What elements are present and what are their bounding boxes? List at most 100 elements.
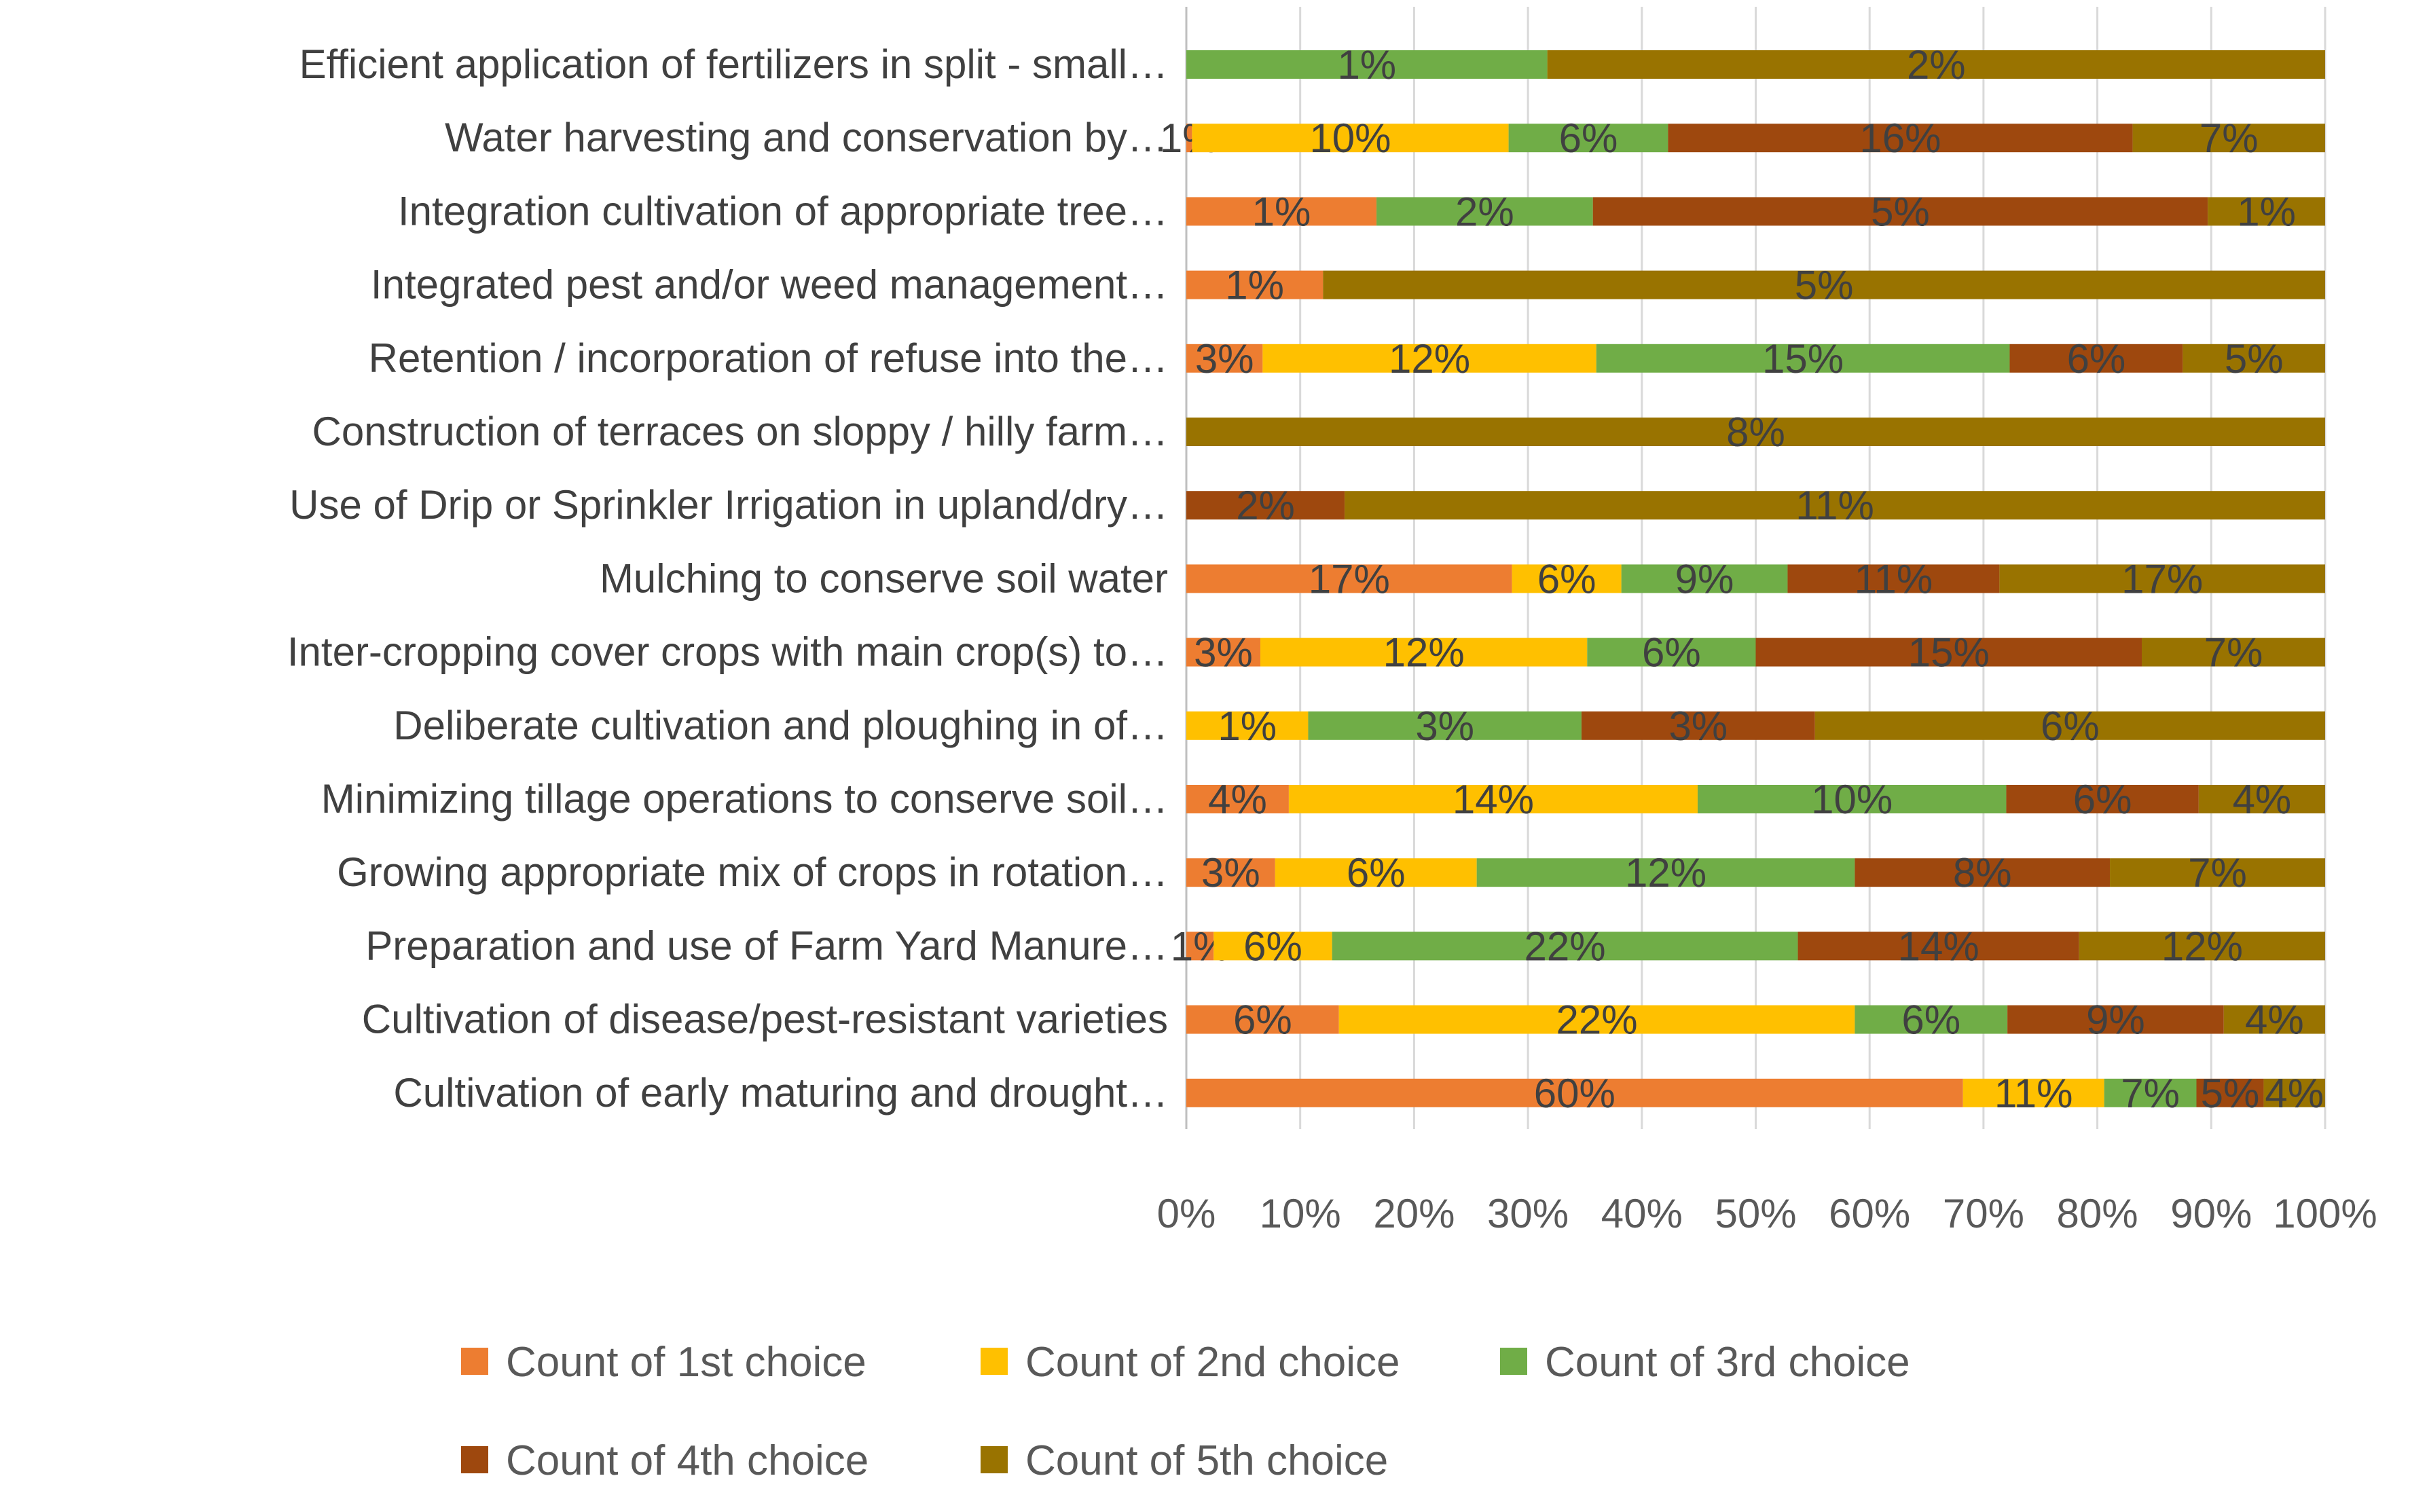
- data-label: 12%: [1383, 630, 1465, 676]
- legend-label: Count of 3rd choice: [1545, 1339, 1910, 1386]
- bar-segment: [1814, 711, 2325, 740]
- legend: Count of 1st choice Count of 2nd choice Co…: [461, 1339, 1910, 1484]
- data-label: 9%: [2086, 997, 2145, 1043]
- x-tick-label: 60%: [1829, 1191, 1910, 1236]
- category-label: Minimizing tillage operations to conserv…: [321, 776, 1168, 822]
- category-label: Cultivation of early maturing and drough…: [393, 1070, 1168, 1115]
- bar-segment: [1213, 932, 1332, 961]
- data-label: 7%: [2199, 115, 2259, 161]
- bar-segment: [1186, 858, 1275, 887]
- data-label: 12%: [1625, 850, 1706, 896]
- x-tick-label: 70%: [1943, 1191, 2024, 1236]
- bar-segment: [1962, 1078, 2104, 1107]
- bar-segment: [2263, 1078, 2325, 1107]
- category-label: Use of Drip or Sprinkler Irrigation in u…: [289, 482, 1168, 528]
- bar-segment: [2142, 638, 2325, 667]
- data-label: 10%: [1309, 115, 1391, 161]
- x-tick-label: 20%: [1373, 1191, 1455, 1236]
- legend-swatch: [981, 1446, 1008, 1473]
- data-label: 3%: [1668, 703, 1728, 749]
- bar-segment: [1186, 564, 1512, 593]
- bar-segment: [1332, 932, 1798, 961]
- data-label: 4%: [1208, 777, 1267, 822]
- bar-segment: [2006, 785, 2199, 813]
- bar-segment: [1186, 124, 1192, 153]
- data-label: 6%: [2073, 777, 2132, 822]
- data-label: 12%: [1389, 336, 1470, 382]
- data-label: 60%: [1534, 1071, 1615, 1116]
- data-label: 16%: [1859, 115, 1941, 161]
- data-label: 6%: [1559, 115, 1618, 161]
- x-tick-label: 0%: [1157, 1191, 1216, 1236]
- bar-segment: [1186, 1005, 1339, 1034]
- bar-segment: [1508, 124, 1668, 153]
- bar-segment: [1476, 858, 1855, 887]
- data-label: 11%: [1855, 556, 1933, 602]
- category-labels: Efficient application of fertilizers in …: [287, 41, 1168, 1115]
- data-label: 2%: [1907, 42, 1966, 88]
- data-label: 6%: [2041, 703, 2100, 749]
- data-label: 8%: [1953, 850, 2012, 896]
- data-label: 3%: [1194, 630, 1253, 676]
- data-label: 1%: [1337, 42, 1396, 88]
- x-tick-label: 40%: [1601, 1191, 1683, 1236]
- bar-segment: [1621, 564, 1788, 593]
- bar-segment: [2110, 858, 2325, 887]
- data-label: 5%: [1795, 263, 1854, 308]
- category-label: Inter-cropping cover crops with main cro…: [287, 629, 1168, 675]
- bar-segment: [1275, 858, 1477, 887]
- data-label: 11%: [1994, 1071, 2073, 1116]
- data-label: 12%: [2161, 923, 2243, 969]
- bar-segment: [2009, 344, 2183, 373]
- data-label: 4%: [2233, 777, 2292, 822]
- x-tick-label: 50%: [1715, 1191, 1796, 1236]
- data-label: 6%: [1347, 850, 1406, 896]
- bar-segment: [1587, 638, 1756, 667]
- bar-segment: [1596, 344, 2010, 373]
- bar-segment: [1999, 564, 2325, 593]
- bar-segment: [1338, 1005, 1855, 1034]
- legend-label: Count of 1st choice: [506, 1339, 866, 1386]
- legend-swatch: [981, 1348, 1008, 1375]
- bar-segment: [2132, 124, 2325, 153]
- data-label: 6%: [1642, 630, 1701, 676]
- data-label: 7%: [2188, 850, 2247, 896]
- bar-segment: [1547, 50, 2325, 79]
- legend-swatch: [461, 1446, 488, 1473]
- bars: 1% 2% 1% 10% 6% 16% 7% 1% 2% 5% 1% 1% 5% 3% 12% 15% 6% 5%…: [1160, 42, 2325, 1116]
- bar-segment: [1345, 491, 2325, 520]
- data-label: 3%: [1415, 703, 1474, 749]
- bar-segment: [1288, 785, 1698, 813]
- data-label: 4%: [2245, 997, 2304, 1043]
- data-label: 3%: [1201, 850, 1260, 896]
- bar-segment: [1787, 564, 2000, 593]
- data-label: 15%: [1908, 630, 1990, 676]
- bar-segment: [1192, 124, 1509, 153]
- bar-segment: [1260, 638, 1588, 667]
- bar-segment: [2104, 1078, 2197, 1107]
- bar-segment: [1186, 418, 2325, 446]
- legend-label: Count of 4th choice: [506, 1437, 869, 1484]
- bar-segment: [1186, 638, 1261, 667]
- data-label: 6%: [1233, 997, 1292, 1043]
- category-label: Water harvesting and conservation by…: [445, 115, 1168, 160]
- category-label: Preparation and use of Farm Yard Manure…: [365, 923, 1168, 968]
- bar-segment: [2223, 1005, 2325, 1034]
- category-label: Efficient application of fertilizers in …: [299, 41, 1168, 87]
- bar-segment: [2183, 344, 2325, 373]
- x-tick-label: 100%: [2273, 1191, 2377, 1236]
- data-label: 17%: [2121, 556, 2203, 602]
- data-label: 17%: [1309, 556, 1390, 602]
- data-label: 22%: [1556, 997, 1638, 1043]
- data-label: 14%: [1453, 777, 1534, 822]
- category-label: Deliberate cultivation and ploughing in …: [393, 703, 1168, 748]
- data-label: 7%: [2204, 630, 2263, 676]
- x-tick-label: 80%: [2057, 1191, 2138, 1236]
- category-label: Integrated pest and/or weed management…: [371, 262, 1168, 308]
- data-label: 1%: [1218, 703, 1277, 749]
- data-label: 7%: [2121, 1071, 2180, 1116]
- legend-label: Count of 5th choice: [1025, 1437, 1388, 1484]
- bar-segment: [1186, 50, 1548, 79]
- legend-label: Count of 2nd choice: [1025, 1339, 1400, 1386]
